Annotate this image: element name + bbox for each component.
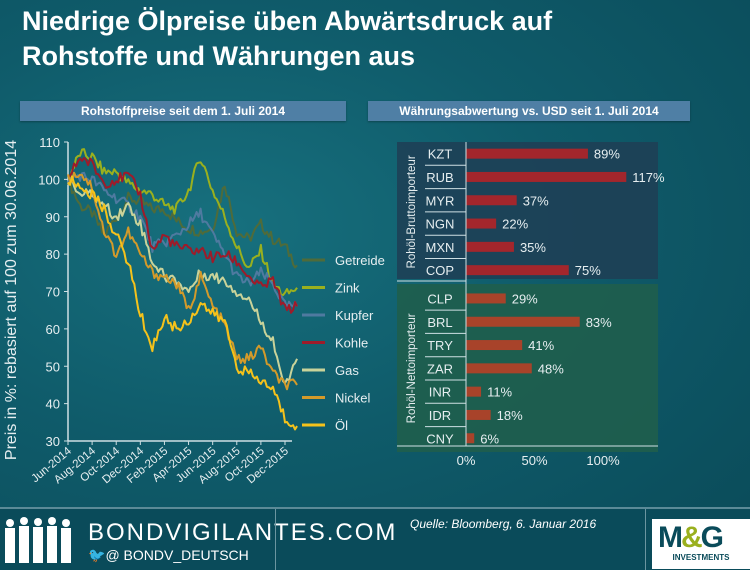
series-line-Kupfer [67, 171, 298, 309]
bar-INR [466, 386, 482, 397]
series-line-Getreide [67, 178, 298, 269]
bar-MYR [466, 195, 517, 206]
bar-value-label: 48% [538, 361, 564, 376]
line-chart-title: Rohstoffpreise seit dem 1. Juli 2014 [20, 101, 346, 121]
currency-label: INR [429, 385, 451, 400]
series-line-Zink [67, 148, 298, 297]
bar-chart-title: Währungsabwertung vs. USD seit 1. Juli 2… [368, 101, 690, 121]
currency-label: COP [426, 263, 454, 278]
y-tick-label: 100 [38, 172, 60, 187]
y-tick-label: 80 [46, 247, 60, 262]
bar-value-label: 75% [575, 263, 601, 278]
legend-label: Gas [335, 363, 359, 378]
bar-value-label: 41% [528, 338, 554, 353]
y-axis-label: Preis in %: rebasiert auf 100 zum 30.06.… [3, 140, 20, 460]
y-tick-label: 70 [46, 285, 60, 300]
footer: BONDVIGILANTES.COM 🐦@ BONDV_DEUTSCH Quel… [0, 507, 750, 570]
divider [275, 509, 276, 570]
source-note: Quelle: Bloomberg, 6. Januar 2016 [410, 517, 597, 531]
bar-value-label: 83% [586, 315, 612, 330]
currency-label: NGN [426, 217, 455, 232]
currency-label: RUB [426, 170, 453, 185]
currency-label: CNY [426, 431, 454, 446]
currency-label: MXN [426, 240, 455, 255]
bar-x-tick-label: 100% [586, 453, 620, 468]
bar-x-tick-label: 50% [521, 453, 547, 468]
legend-label: Kohle [335, 336, 368, 351]
title-line-1: Niedrige Ölpreise üben Abwärtsdruck auf [22, 6, 553, 36]
y-tick-label: 30 [46, 434, 60, 449]
twitter-icon: 🐦 [88, 547, 106, 563]
currency-label: TRY [427, 338, 453, 353]
brand-name[interactable]: BONDVIGILANTES.COM [88, 519, 398, 546]
legend-label: Kupfer [335, 308, 374, 323]
title-line-2: Rohstoffe und Währungen aus [22, 41, 415, 71]
bar-value-label: 37% [523, 193, 549, 208]
bar-NGN [466, 218, 497, 229]
bar-KZT [466, 148, 588, 159]
currency-label: MYR [426, 193, 455, 208]
currency-label: KZT [428, 147, 453, 162]
bar-x-tick-label: 0% [457, 453, 476, 468]
bar-value-label: 11% [487, 385, 512, 400]
legend-label: Zink [335, 281, 360, 296]
y-tick-label: 110 [39, 135, 60, 150]
bar-value-label: 117% [632, 170, 665, 185]
bar-BRL [466, 316, 580, 327]
bar-CNY [466, 433, 475, 444]
mg-logo: M&G INVESTMENTS [652, 519, 750, 569]
bar-ZAR [466, 363, 532, 374]
bar-TRY [466, 340, 523, 351]
series-line-Öl [67, 175, 298, 431]
bar-IDR [466, 409, 491, 420]
charts: 30405060708090100110Jun-2014Aug-2014Oct-… [3, 135, 665, 486]
legend-label: Getreide [335, 253, 385, 268]
series-line-Nickel [67, 171, 298, 391]
bar-RUB [466, 171, 627, 182]
bar-value-label: 22% [502, 217, 528, 232]
legend-label: Nickel [335, 391, 371, 406]
bar-MXN [466, 241, 514, 252]
group-label: Rohöl-Nettoimporteur [406, 313, 418, 423]
page-title: Niedrige Ölpreise üben Abwärtsdruck auf R… [22, 4, 552, 74]
bar-CLP [466, 293, 506, 304]
bar-value-label: 18% [497, 408, 523, 423]
bar-value-label: 89% [594, 147, 620, 162]
legend-label: Öl [335, 418, 348, 433]
currency-label: IDR [429, 408, 451, 423]
y-tick-label: 90 [46, 210, 60, 225]
group-label: Rohöl-Bruttoimporteur [406, 155, 418, 268]
y-tick-label: 50 [46, 359, 60, 374]
bar-value-label: 29% [512, 291, 538, 306]
people-silhouettes-icon [5, 517, 71, 563]
currency-label: ZAR [427, 361, 453, 376]
bar-COP [466, 265, 569, 276]
currency-label: BRL [427, 315, 452, 330]
y-tick-label: 60 [46, 322, 60, 337]
twitter-handle[interactable]: 🐦@ BONDV_DEUTSCH [88, 547, 249, 563]
divider [645, 509, 646, 570]
currency-label: CLP [427, 291, 452, 306]
y-tick-label: 40 [46, 397, 60, 412]
series-line-Gas [67, 177, 298, 385]
bar-value-label: 35% [520, 240, 546, 255]
series-line-Kohle [67, 156, 298, 314]
bar-value-label: 6% [480, 431, 499, 446]
